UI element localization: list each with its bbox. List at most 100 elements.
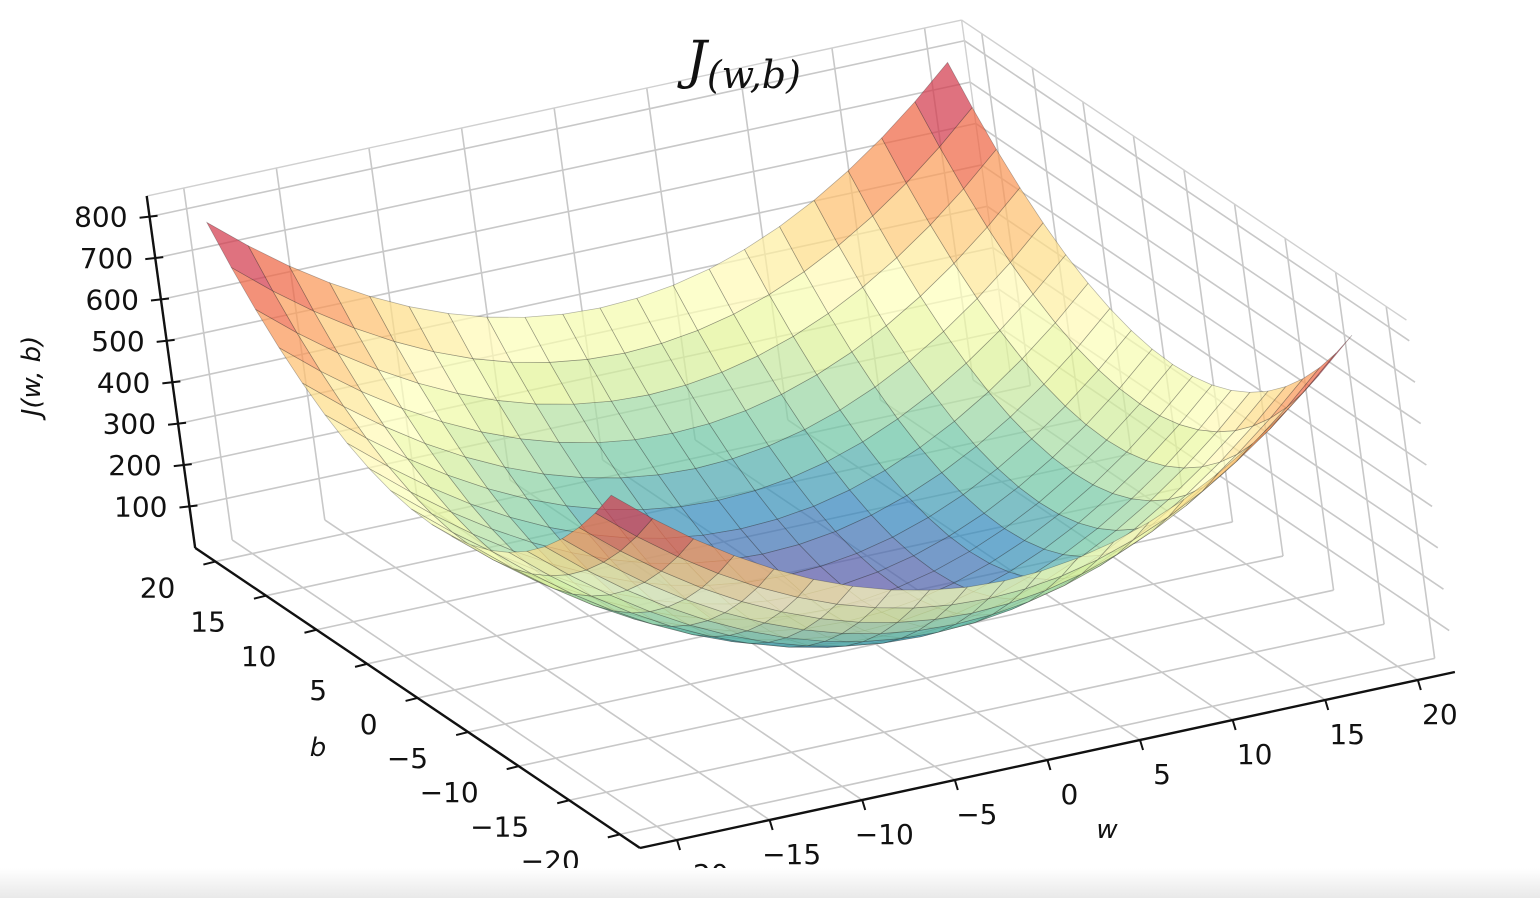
- surface-patch: [933, 598, 990, 620]
- surface-patch: [490, 550, 551, 577]
- right-wall-gridline-b: [1284, 238, 1335, 591]
- surface-patch: [729, 630, 787, 643]
- chart-title: J(w,b): [677, 31, 801, 97]
- b-tick: [556, 799, 570, 805]
- w-tick: [1324, 699, 1330, 711]
- z-tick-label: 300: [103, 408, 156, 441]
- b-tick-label: 5: [309, 674, 327, 707]
- b-tick: [253, 594, 267, 600]
- w-tick: [676, 839, 681, 851]
- z-tick: [167, 421, 187, 426]
- w-axis-label: w: [1096, 815, 1118, 845]
- surface-patch: [1097, 521, 1150, 561]
- surface-patch: [1061, 541, 1114, 577]
- right-wall-gridline-z: [969, 81, 1416, 383]
- z-tick-label: 800: [74, 201, 127, 234]
- surface-patch: [1303, 334, 1353, 393]
- surface-patch: [1139, 363, 1194, 417]
- surface-patch: [567, 569, 629, 596]
- z-axis-label: J(w, b): [17, 336, 47, 422]
- b-tick-label: 20: [140, 572, 176, 605]
- surface-patch: [347, 442, 411, 493]
- right-wall-gridline-z: [975, 122, 1422, 425]
- z-tick: [162, 380, 181, 385]
- z-tick: [150, 297, 170, 302]
- surface-patch: [692, 634, 751, 644]
- surface-patch: [906, 472, 964, 519]
- surface-patch: [608, 589, 669, 612]
- surface-patch: [807, 640, 864, 647]
- z-tick-label: 700: [80, 242, 133, 275]
- b-tick-label: −10: [420, 776, 479, 809]
- z-tick-label: 500: [91, 325, 144, 358]
- surface-patch: [544, 538, 605, 571]
- w-tick-label: 0: [1061, 778, 1079, 811]
- w-tick: [1416, 679, 1422, 691]
- surface-patch: [819, 603, 877, 623]
- b-tick: [506, 765, 519, 771]
- b-tick-label: −15: [470, 810, 529, 843]
- surface-patch: [288, 265, 355, 329]
- surface-patch: [324, 414, 389, 468]
- z-tick: [145, 256, 164, 261]
- b-tick: [455, 731, 469, 737]
- surface-patch: [636, 284, 699, 344]
- surface-patch: [368, 468, 433, 515]
- surface-patch: [1054, 282, 1111, 349]
- b-tick: [354, 662, 368, 668]
- z-tick: [139, 214, 158, 219]
- w-tick-label: 15: [1329, 718, 1365, 751]
- surface-patch: [408, 306, 474, 360]
- back-wall-gridline-z: [149, 39, 965, 218]
- b-tick-label: 10: [241, 640, 277, 673]
- w-tick: [1046, 759, 1052, 771]
- surface-patch: [1118, 348, 1174, 405]
- pane-edge: [961, 19, 1407, 321]
- floor-gridline-b: [619, 657, 1435, 836]
- surface-patch: [1116, 516, 1169, 555]
- surface-patch: [672, 268, 735, 331]
- right-wall-gridline-b: [1334, 272, 1385, 625]
- z-tick-label: 400: [97, 366, 150, 399]
- surface-patch: [896, 604, 953, 623]
- surface-patch: [680, 500, 742, 536]
- axes: −20−15−10−505101520−20−15−10−50510152010…: [74, 195, 1458, 891]
- z-tick: [179, 504, 198, 509]
- floor-gridline-b: [569, 623, 1385, 802]
- back-wall-gridline-w: [182, 187, 233, 541]
- w-tick-label: 10: [1237, 738, 1273, 771]
- right-wall-gridline-z: [981, 164, 1427, 466]
- surface-patch: [1011, 585, 1065, 610]
- b-axis-label: b: [310, 733, 327, 763]
- surface-patch: [1197, 390, 1251, 433]
- b-tick-label: 15: [190, 606, 226, 639]
- surface-patch: [1216, 390, 1269, 433]
- z-tick-label: 200: [108, 449, 161, 482]
- surface-patch: [561, 527, 622, 563]
- surface-patch: [594, 494, 654, 537]
- b-tick-label: −5: [387, 742, 428, 775]
- b-tick: [405, 696, 418, 702]
- w-tick-label: −5: [956, 798, 997, 831]
- surface-patch: [884, 447, 943, 497]
- surface-patch: [451, 535, 513, 569]
- z-tick: [156, 338, 175, 343]
- surface-patch: [562, 307, 626, 360]
- surface-patch: [526, 546, 588, 575]
- b-tick: [304, 628, 317, 634]
- surface-patch: [205, 221, 274, 292]
- surface-patch: [1159, 375, 1213, 425]
- surface-patch: [1178, 384, 1232, 431]
- bottom-bar: [0, 868, 1540, 898]
- surface-patch: [486, 316, 551, 363]
- surface-patch: [366, 437, 430, 488]
- right-wall-gridline-b: [1385, 306, 1436, 659]
- surface-patch: [708, 249, 770, 315]
- surface-patch: [1270, 367, 1321, 419]
- surface-patch: [1032, 254, 1089, 324]
- w-tick: [861, 799, 867, 811]
- surface-patch: [524, 313, 588, 363]
- surface-patch: [862, 418, 921, 471]
- w-tick: [953, 779, 959, 791]
